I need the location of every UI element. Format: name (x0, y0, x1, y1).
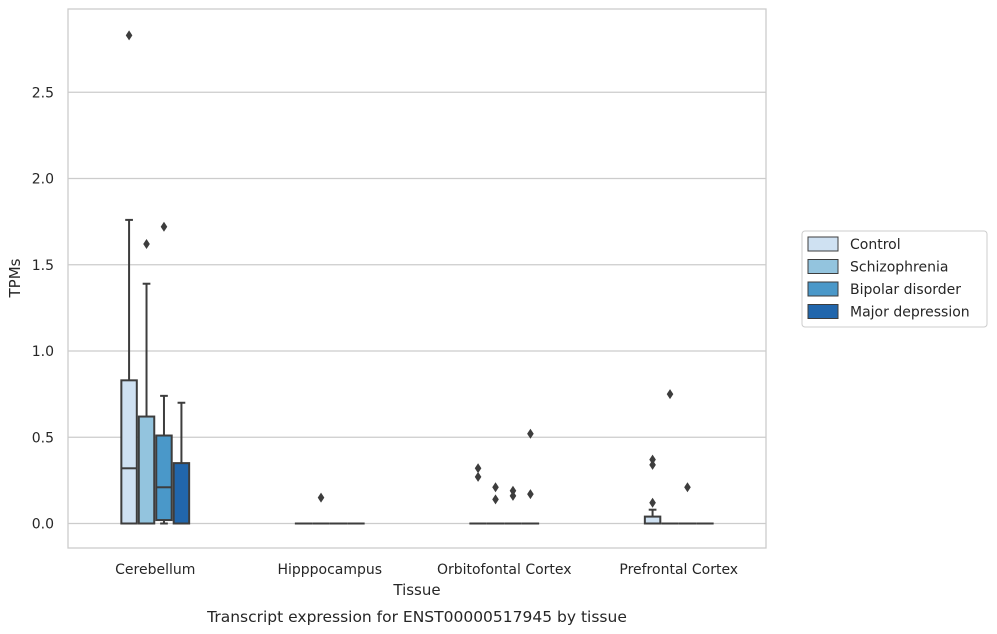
figure-caption: Transcript expression for ENST0000051794… (206, 608, 627, 626)
legend-label: Bipolar disorder (850, 282, 961, 298)
legend: Control Schizophrenia Bipolar disorder Majo… (801, 230, 988, 328)
outlier-point (527, 489, 534, 500)
x-tick-label: Cerebellum (115, 562, 195, 578)
outlier-point (125, 30, 133, 41)
outlier-point (474, 463, 482, 474)
outlier-group (125, 30, 691, 508)
y-tick-labels: 0.0 0.5 1.0 1.5 2.0 2.5 (32, 85, 54, 532)
x-tick-label: Hipppocampus (277, 562, 382, 578)
outlier-point (160, 221, 168, 232)
box-body (155, 434, 173, 522)
outlier-point (684, 482, 691, 493)
box-0-1 (137, 282, 156, 525)
legend-label: Control (850, 237, 901, 253)
outlier-point (492, 494, 499, 505)
outlier-point (474, 471, 482, 482)
y-tick-label: 0.5 (32, 430, 54, 446)
plot-area (68, 9, 766, 548)
outlier-point (317, 492, 325, 503)
outlier-point (509, 485, 517, 496)
box-body (137, 415, 156, 525)
box-0-3 (172, 401, 191, 525)
y-tick-label: 2.0 (32, 172, 54, 188)
legend-label: Schizophrenia (850, 260, 948, 276)
box-body (643, 515, 662, 525)
box-3-0 (643, 508, 662, 525)
x-tick-label: Orbitofontal Cortex (437, 562, 572, 578)
outlier-point (143, 239, 150, 250)
outlier-point (527, 428, 534, 439)
y-axis-title: TPMs (6, 258, 24, 298)
box-body (120, 379, 138, 525)
y-tick-label: 2.5 (32, 85, 54, 101)
x-tick-labels: Cerebellum Hipppocampus Orbitofontal Corte… (115, 562, 738, 578)
legend-swatch (807, 259, 839, 274)
box-0-0 (120, 218, 138, 525)
x-axis-title: Tissue (392, 581, 440, 599)
box-group (120, 218, 714, 525)
outlier-point (509, 490, 517, 501)
box-0-2 (155, 394, 173, 525)
legend-label: Major depression (850, 305, 970, 321)
y-tick-label: 1.0 (32, 344, 54, 360)
y-tick-label: 0.0 (32, 517, 54, 533)
box-body (172, 462, 191, 525)
outlier-point (666, 389, 674, 400)
plot-frame (67, 8, 767, 549)
x-tick-label: Prefrontal Cortex (619, 562, 738, 578)
outlier-point (649, 497, 656, 508)
legend-swatch (807, 236, 839, 252)
y-tick-label: 1.5 (32, 258, 54, 274)
legend-frame (801, 230, 988, 328)
outlier-point (492, 482, 499, 493)
outlier-point (649, 454, 656, 465)
legend-swatch (807, 304, 839, 319)
legend-swatch (807, 281, 839, 297)
outlier-point (649, 459, 656, 470)
